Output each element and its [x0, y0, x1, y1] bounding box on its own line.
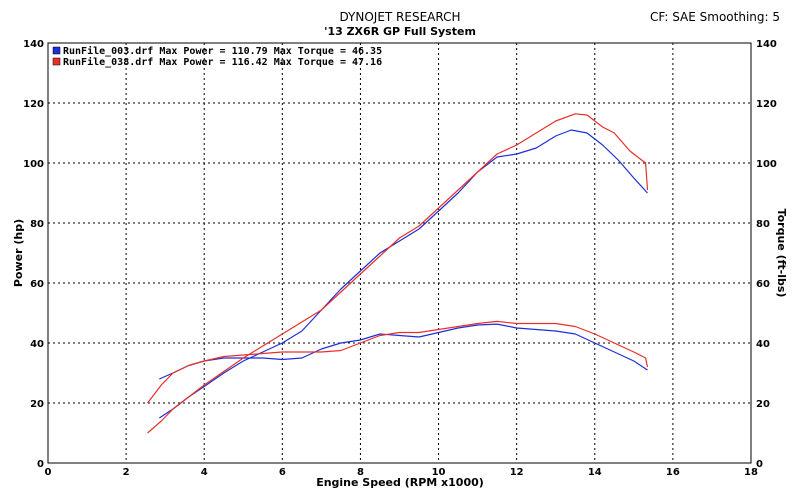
correction-factor-label: CF: SAE Smoothing: 5 — [650, 10, 780, 24]
y-tick-label-left: 100 — [23, 159, 44, 170]
y-tick-label-left: 140 — [23, 39, 44, 50]
legend-entry: RunFile_038.drf Max Power = 116.42 Max T… — [63, 56, 382, 68]
y-tick-label-right: 20 — [756, 399, 770, 410]
chart-subtitle: '13 ZX6R GP Full System — [324, 25, 476, 38]
y-axis-label-right: Torque (ft-lbs) — [775, 209, 788, 298]
legend-swatch — [52, 46, 61, 55]
y-tick-label-right: 0 — [756, 459, 763, 470]
y-tick-label-left: 60 — [30, 279, 44, 290]
series-line-runfile-003-drf-torque — [159, 323, 648, 380]
y-tick-label-left: 80 — [30, 219, 44, 230]
x-tick-label: 10 — [432, 467, 446, 478]
y-tick-label-left: 20 — [30, 399, 44, 410]
x-axis-label: Engine Speed (RPM x1000) — [316, 476, 484, 489]
x-tick-label: 12 — [510, 467, 524, 478]
x-tick-label: 14 — [588, 467, 602, 478]
x-tick-label: 0 — [45, 467, 52, 478]
x-tick-label: 18 — [744, 467, 758, 478]
x-tick-label: 2 — [123, 467, 130, 478]
series-group — [147, 113, 649, 434]
y-tick-label-right: 40 — [756, 339, 770, 350]
x-tick-label: 16 — [666, 467, 680, 478]
series-line-runfile-038-drf-torque — [147, 320, 649, 404]
y-tick-label-right: 120 — [756, 99, 777, 110]
plot-frame — [47, 42, 752, 464]
y-tick-label-right: 140 — [756, 39, 777, 50]
y-axis-label-left: Power (hp) — [12, 219, 25, 287]
y-tick-label-left: 40 — [30, 339, 44, 350]
y-tick-label-left: 120 — [23, 99, 44, 110]
y-tick-label-left: 0 — [37, 459, 44, 470]
y-tick-label-right: 100 — [756, 159, 777, 170]
grid — [48, 43, 751, 463]
x-tick-label: 8 — [357, 467, 364, 478]
legend-swatch — [52, 57, 61, 66]
x-tick-label: 6 — [279, 467, 286, 478]
x-tick-label: 4 — [201, 467, 208, 478]
series-line-runfile-038-drf-power — [147, 113, 649, 434]
y-tick-label-right: 60 — [756, 279, 770, 290]
legend: RunFile_003.drf Max Power = 110.79 Max T… — [52, 45, 382, 68]
y-tick-label-right: 80 — [756, 219, 770, 230]
series-line-runfile-003-drf-power — [158, 129, 648, 419]
legend-entry: RunFile_003.drf Max Power = 110.79 Max T… — [63, 45, 382, 57]
chart-title: DYNOJET RESEARCH — [339, 10, 460, 24]
